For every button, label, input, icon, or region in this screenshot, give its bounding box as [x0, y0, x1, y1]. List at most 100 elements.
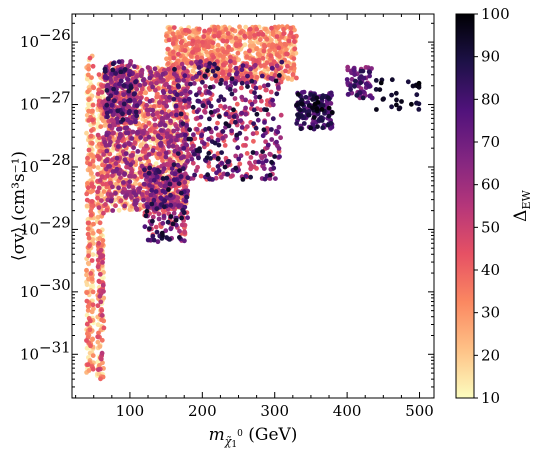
scatter-point: [139, 174, 145, 180]
scatter-point: [90, 366, 96, 372]
scatter-point: [233, 119, 238, 125]
scatter-point: [185, 158, 191, 164]
scatter-point: [294, 121, 300, 126]
scatter-point: [156, 134, 162, 140]
scatter-point: [151, 104, 157, 109]
scatter-point: [254, 111, 260, 117]
scatter-point: [103, 202, 108, 207]
scatter-point: [212, 33, 217, 39]
scatter-point: [146, 170, 152, 176]
scatter-point: [285, 75, 291, 81]
scatter-point: [113, 76, 119, 82]
scatter-point: [154, 94, 160, 100]
scatter-point: [123, 194, 128, 199]
scatter-point: [89, 183, 95, 189]
scatter-point: [263, 26, 268, 32]
colorbar-tick-label: 20: [481, 346, 500, 364]
scatter-point: [174, 112, 179, 118]
scatter-point: [320, 125, 326, 131]
scatter-point: [190, 104, 196, 110]
scatter-point: [175, 195, 181, 201]
scatter-point: [179, 215, 185, 221]
scatter-point: [106, 164, 111, 169]
scatter-point: [319, 107, 325, 112]
scatter-point: [269, 127, 274, 132]
scatter-point: [244, 124, 250, 129]
scatter-point: [166, 37, 172, 43]
scatter-point: [172, 148, 178, 154]
scatter-point: [217, 114, 222, 119]
scatter-point: [139, 192, 145, 197]
scatter-point: [194, 74, 199, 79]
scatter-point: [89, 199, 95, 204]
scatter-point: [150, 112, 156, 118]
scatter-point: [138, 135, 144, 140]
scatter-point: [128, 85, 134, 91]
scatter-point: [159, 109, 165, 115]
scatter-point: [250, 150, 256, 155]
scatter-point: [127, 179, 133, 185]
scatter-point: [257, 94, 262, 100]
scatter-point: [84, 338, 89, 343]
scatter-point: [104, 158, 110, 164]
scatter-point: [163, 94, 169, 100]
scatter-point: [122, 171, 128, 177]
scatter-point: [215, 164, 221, 169]
scatter-point: [86, 368, 92, 373]
scatter-point: [145, 65, 151, 70]
scatter-point: [181, 58, 187, 63]
scatter-point: [190, 76, 196, 81]
scatter-point: [215, 132, 221, 138]
scatter-point: [164, 33, 169, 39]
scatter-point: [85, 89, 91, 95]
scatter-point: [171, 80, 177, 86]
scatter-point: [117, 133, 123, 139]
scatter-point: [238, 118, 244, 123]
scatter-point: [118, 198, 124, 204]
scatter-point: [146, 134, 152, 140]
scatter-point: [233, 153, 239, 159]
scatter-point: [209, 44, 215, 50]
scatter-point: [183, 42, 189, 48]
scatter-point: [127, 108, 132, 114]
scatter-point: [185, 175, 191, 181]
y-tick-label: 10: [20, 96, 39, 114]
scatter-point: [220, 135, 226, 141]
scatter-point: [308, 92, 313, 97]
scatter-point: [165, 113, 171, 119]
scatter-point: [171, 162, 177, 168]
scatter-point: [153, 189, 159, 194]
scatter-point: [147, 165, 153, 171]
scatter-point: [265, 142, 271, 148]
scatter-point: [126, 72, 132, 78]
scatter-point: [173, 217, 179, 223]
scatter-point: [113, 90, 119, 95]
scatter-point: [121, 83, 127, 88]
scatter-point: [222, 143, 228, 148]
scatter-point: [239, 67, 245, 73]
scatter-point: [206, 136, 212, 142]
scatter-point: [264, 87, 269, 93]
scatter-point: [231, 107, 236, 113]
scatter-point: [416, 107, 422, 112]
scatter-point: [86, 66, 91, 72]
scatter-point: [257, 37, 263, 43]
scatter-point: [142, 167, 147, 173]
scatter-point: [239, 80, 245, 86]
scatter-point: [281, 26, 286, 32]
scatter-point: [110, 130, 116, 136]
scatter-point: [101, 289, 106, 294]
scatter-point: [239, 85, 244, 91]
scatter-point: [285, 60, 291, 65]
scatter-point: [186, 103, 192, 109]
scatter-point: [115, 108, 121, 114]
x-tick-label: 500: [405, 402, 434, 420]
scatter-point: [414, 92, 420, 98]
scatter-point: [139, 67, 145, 73]
scatter-point: [118, 175, 123, 181]
scatter-point: [208, 103, 214, 109]
scatter-point: [228, 34, 234, 40]
y-tick-exponent: −29: [39, 213, 71, 231]
scatter-point: [219, 150, 225, 156]
scatter-point: [161, 90, 167, 96]
